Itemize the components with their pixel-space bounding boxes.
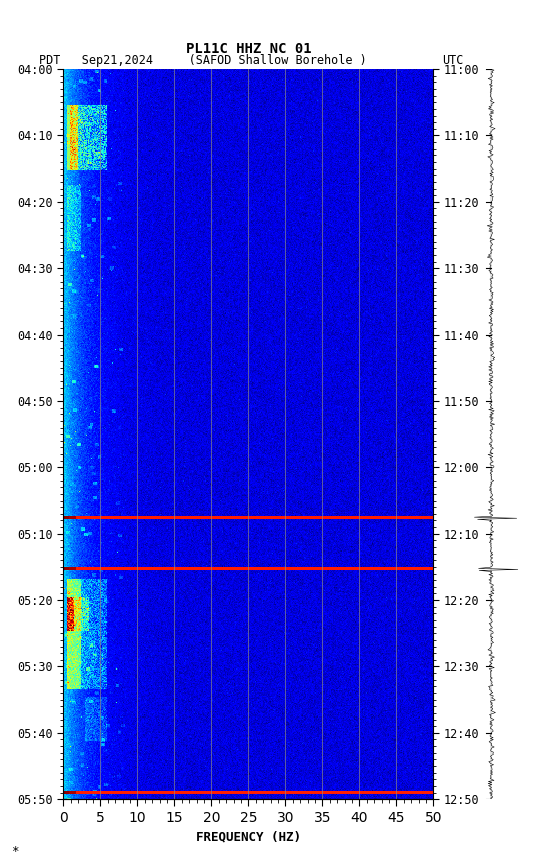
Text: PL11C HHZ NC 01: PL11C HHZ NC 01: [185, 42, 311, 56]
X-axis label: FREQUENCY (HZ): FREQUENCY (HZ): [196, 830, 301, 843]
Text: *: *: [11, 845, 19, 858]
Text: PDT   Sep21,2024     (SAFOD Shallow Borehole ): PDT Sep21,2024 (SAFOD Shallow Borehole ): [39, 54, 367, 67]
Text: UTC: UTC: [442, 54, 464, 67]
